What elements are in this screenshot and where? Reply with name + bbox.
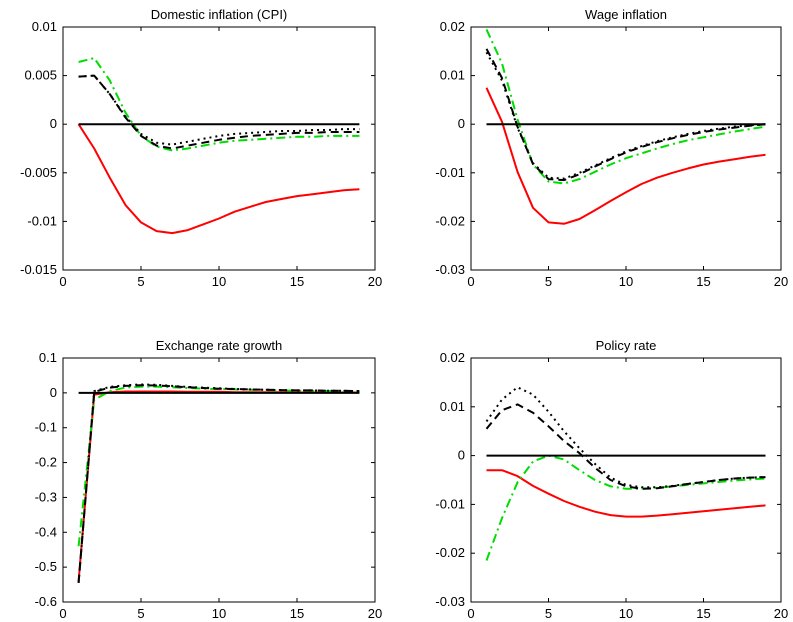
plot-frame: [470, 26, 782, 271]
series-line-3: [78, 74, 360, 150]
x-tick-label: 5: [137, 606, 144, 621]
series-line-3: [77, 384, 360, 583]
y-tick-label: -0.03: [435, 262, 465, 277]
series-line-2: [77, 385, 360, 547]
x-tick-label: 0: [467, 606, 474, 621]
x-tick-label: 20: [774, 274, 788, 289]
y-tick-label: -0.4: [35, 524, 57, 539]
chart-panel-2: Wage inflation 0 5 10 15 20 -0.03 -0.02 -0.01 0 0.…: [435, 7, 788, 289]
y-tick-label: -0.3: [35, 489, 57, 504]
chart-title: Policy rate: [596, 338, 657, 353]
series-line-2: [485, 454, 766, 561]
y-tick-label: -0.01: [27, 213, 57, 228]
y-tick-label: 0: [458, 116, 465, 131]
series-line-1: [485, 87, 766, 225]
series-line-3: [485, 403, 766, 490]
x-tick-label: 5: [137, 274, 144, 289]
x-tick-label: 15: [290, 606, 304, 621]
x-tick-label: 0: [59, 606, 66, 621]
x-tick-label: 20: [368, 274, 382, 289]
x-tick-label: 20: [774, 606, 788, 621]
y-tick-label: 0.1: [39, 350, 57, 365]
y-tick-label: -0.03: [435, 594, 465, 609]
x-tick-label: 10: [212, 606, 226, 621]
y-tick-label: -0.02: [435, 545, 465, 560]
x-tick-label: 5: [545, 274, 552, 289]
y-tick-label: -0.01: [435, 165, 465, 180]
x-tick-label: 15: [290, 274, 304, 289]
chart-panel-3: Exchange rate growth 0 5 10 15 20 -0.6 -0.5 -0.4…: [35, 338, 383, 621]
plot-frame: [470, 357, 782, 603]
x-tick-label: 10: [619, 274, 633, 289]
series-line-2: [485, 28, 766, 185]
series-line-1: [77, 390, 360, 582]
y-tick-label: -0.02: [435, 213, 465, 228]
series-line-4: [485, 386, 766, 489]
chart-panel-4: Policy rate 0 5 10 15 20 -0.03 -0.02 -0.01 0 0.01 0…: [435, 338, 788, 621]
chart-title: Wage inflation: [585, 7, 667, 22]
chart-title: Domestic inflation (CPI): [151, 7, 288, 22]
y-tick-label: -0.5: [35, 559, 57, 574]
x-tick-label: 20: [368, 606, 382, 621]
x-tick-label: 5: [545, 606, 552, 621]
y-tick-label: 0: [458, 448, 465, 463]
y-tick-label: 0.01: [440, 399, 465, 414]
plot-frame: [62, 357, 376, 603]
chart-title: Exchange rate growth: [156, 338, 282, 353]
series-line-1: [486, 469, 766, 518]
y-tick-label: 0.02: [440, 19, 465, 34]
y-tick-label: 0.01: [440, 68, 465, 83]
y-tick-label: 0.02: [440, 350, 465, 365]
series-line-4: [485, 51, 766, 180]
x-tick-label: 10: [619, 606, 633, 621]
series-line-4: [78, 74, 360, 146]
chart-panel-1: Domestic inflation (CPI) 0 5 10 15 20 -0.015 -0…: [20, 7, 382, 289]
series-line-4: [77, 383, 360, 583]
plot-frame: [62, 26, 376, 271]
x-tick-label: 15: [696, 274, 710, 289]
y-tick-label: -0.1: [35, 420, 57, 435]
x-tick-label: 15: [696, 606, 710, 621]
y-tick-label: 0: [50, 385, 57, 400]
series-line-1: [77, 123, 360, 235]
x-tick-label: 0: [59, 274, 66, 289]
y-tick-label: 0: [50, 116, 57, 131]
series-line-2: [78, 57, 360, 152]
y-tick-label: -0.2: [35, 455, 57, 470]
y-tick-label: 0.005: [24, 68, 57, 83]
x-tick-label: 0: [467, 274, 474, 289]
x-tick-label: 10: [212, 274, 226, 289]
y-tick-label: -0.01: [435, 496, 465, 511]
y-tick-label: 0.01: [32, 19, 57, 34]
y-tick-label: -0.015: [20, 262, 57, 277]
y-tick-label: -0.005: [20, 165, 57, 180]
y-tick-label: -0.6: [35, 594, 57, 609]
